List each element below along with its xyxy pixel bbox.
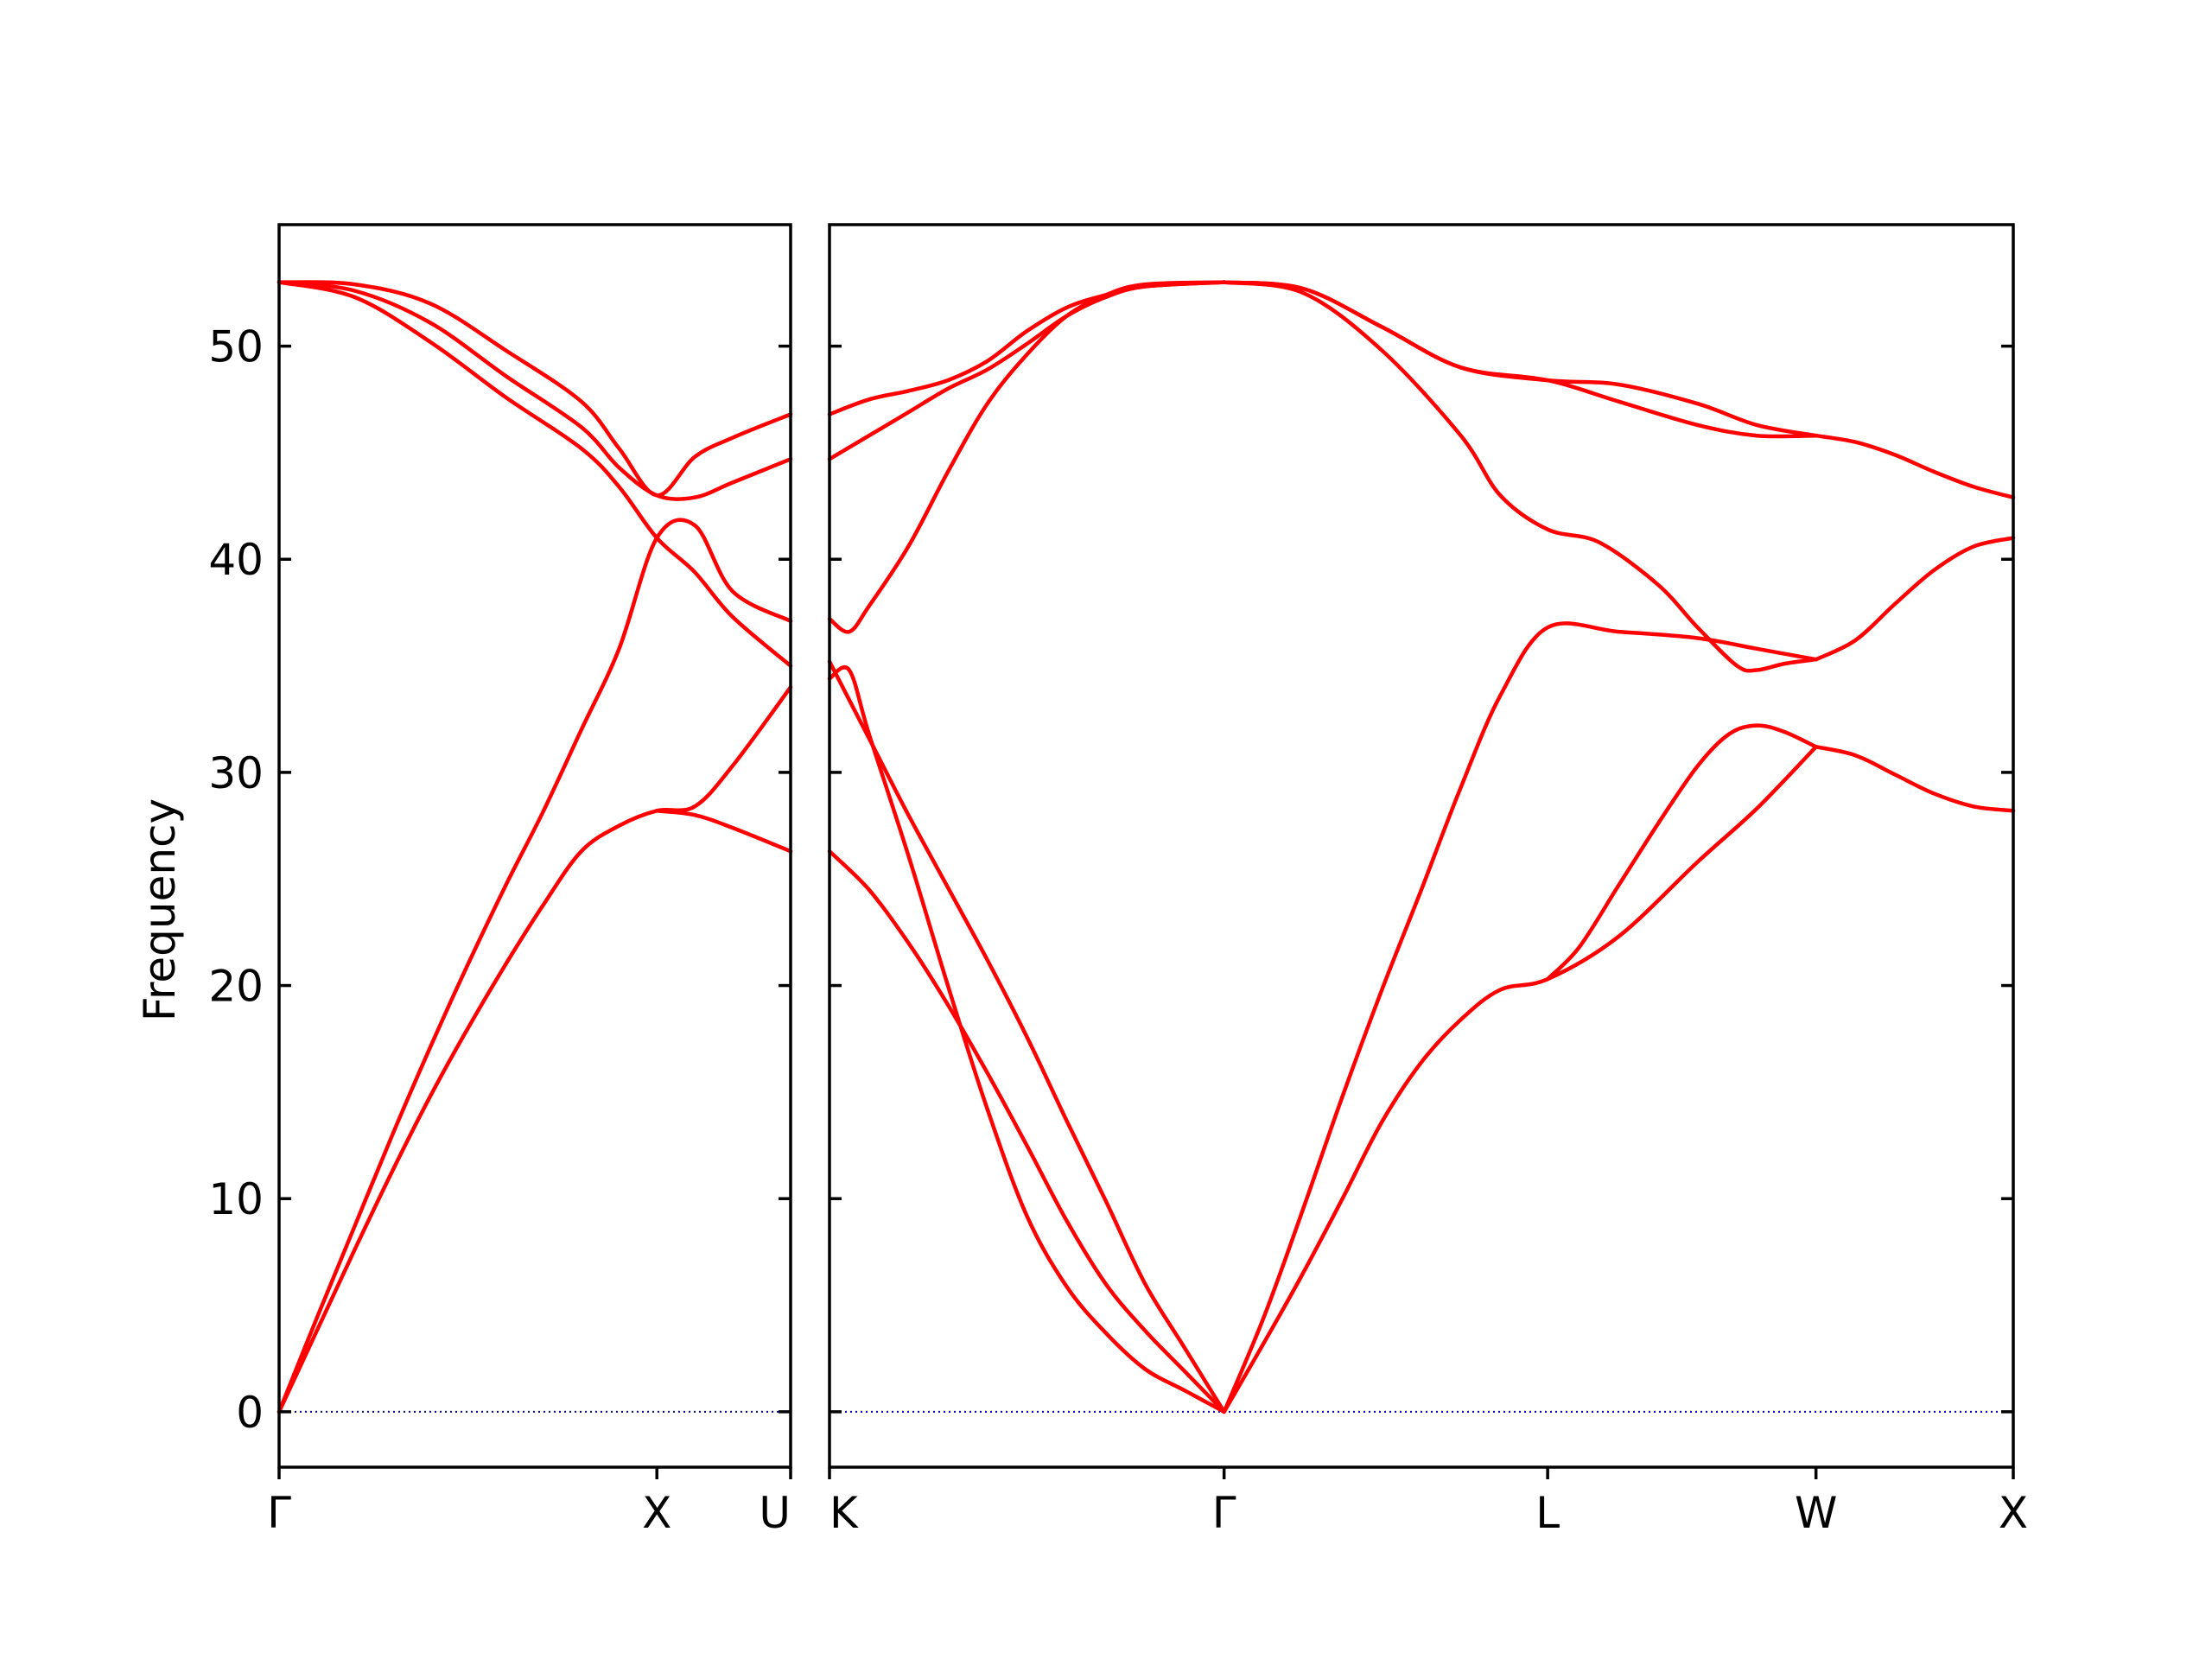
right-band-5: [827, 280, 1226, 461]
left-band-3: [276, 280, 793, 668]
x-tick-label: W: [1795, 1488, 1837, 1538]
right-band-15: [1814, 745, 2016, 813]
left-panel: 0 10 20 30 40 50 Γ X U: [208, 223, 793, 1538]
x-tick-label: Γ: [1212, 1488, 1236, 1538]
x-tick-label: U: [759, 1488, 791, 1538]
y-tick-label: 10: [208, 1174, 264, 1224]
right-band-7: [1222, 621, 1818, 1414]
right-band-13: [1814, 433, 2016, 499]
x-tick-label: X: [1999, 1488, 2028, 1538]
y-tick-label: 20: [208, 962, 264, 1012]
left-band-4: [276, 280, 793, 501]
x-tick-label: X: [642, 1488, 671, 1538]
left-band-6: [654, 809, 793, 854]
right-band-9: [1545, 723, 1818, 982]
left-band-2: [276, 684, 793, 1414]
y-tick-label: 30: [208, 748, 264, 798]
y-tick-label: 0: [236, 1388, 264, 1438]
right-axes-frame: [828, 223, 2015, 1469]
right-band-4: [827, 280, 1226, 634]
right-band-14: [1814, 536, 2016, 662]
right-band-1: [827, 849, 1226, 1414]
right-band-10: [1222, 280, 1818, 673]
x-tick-label: Γ: [267, 1488, 291, 1538]
left-band-5: [276, 280, 793, 498]
right-band-8: [1222, 745, 1818, 1414]
x-tick-label: L: [1535, 1488, 1560, 1538]
left-axes-frame: [277, 223, 792, 1469]
left-band-1: [276, 518, 793, 1414]
right-band-6: [827, 280, 1226, 416]
right-band-3: [827, 659, 1226, 1414]
y-tick-label: 50: [208, 322, 264, 372]
y-tick-label: 40: [208, 535, 264, 585]
y-axis-label: Frequency: [135, 798, 185, 1021]
x-tick-label: K: [830, 1488, 859, 1538]
right-band-12: [1222, 280, 1818, 438]
